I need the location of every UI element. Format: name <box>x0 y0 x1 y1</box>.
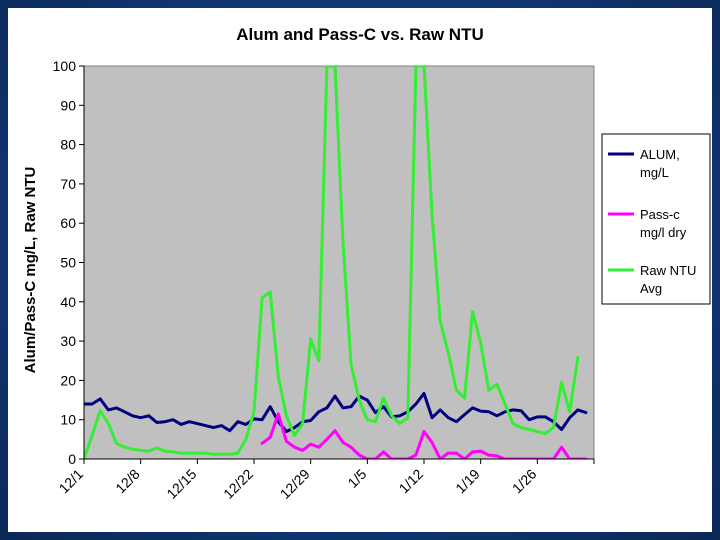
x-tick-label: 12/1 <box>56 466 87 497</box>
y-tick-label: 70 <box>60 176 76 192</box>
legend-label-0: ALUM, <box>640 147 680 162</box>
legend-box <box>601 133 711 305</box>
y-tick-label: 100 <box>53 58 77 74</box>
x-tick-label: 12/29 <box>277 466 313 502</box>
x-tick-label: 12/22 <box>220 466 256 502</box>
y-axis-label: Alum/Pass-C mg/L, Raw NTU <box>22 167 39 374</box>
legend-label-1: Pass-c <box>640 207 680 222</box>
legend: ALUM, mg/L Pass-c mg/l dry Raw NTU Avg <box>608 147 696 296</box>
series-layer <box>84 66 588 459</box>
line-chart: Alum and Pass-C vs. Raw NTU Alum/Pass-C … <box>22 25 711 502</box>
y-tick-label: 60 <box>60 215 76 231</box>
x-tick-label: 1/19 <box>452 466 483 497</box>
chart-title: Alum and Pass-C vs. Raw NTU <box>236 25 484 44</box>
y-axis-label-group: Alum/Pass-C mg/L, Raw NTU <box>22 167 39 374</box>
x-tick-label: 1/26 <box>509 466 540 497</box>
y-tick-label: 40 <box>60 294 76 310</box>
x-tick-label: 12/8 <box>112 466 143 497</box>
legend-label-2: Raw NTU <box>640 263 696 278</box>
y-tick-label: 20 <box>60 372 76 388</box>
series-line-1 <box>260 412 588 459</box>
y-tick-label: 30 <box>60 333 76 349</box>
x-tick-label: 1/5 <box>344 466 369 491</box>
legend-label-1: mg/l dry <box>640 225 687 240</box>
y-tick-label: 50 <box>60 255 76 271</box>
legend-label-0: mg/L <box>640 165 669 180</box>
chart-area: Alum and Pass-C vs. Raw NTU Alum/Pass-C … <box>8 8 712 532</box>
legend-label-2: Avg <box>640 281 662 296</box>
x-tick-label: 1/12 <box>396 466 427 497</box>
y-tick-label: 10 <box>60 412 76 428</box>
series-line-2 <box>84 66 580 459</box>
y-tick-label: 80 <box>60 137 76 153</box>
y-tick-label: 90 <box>60 97 76 113</box>
series-line-0 <box>84 391 588 433</box>
x-tick-label: 12/15 <box>163 466 199 502</box>
y-tick-label: 0 <box>68 451 76 467</box>
